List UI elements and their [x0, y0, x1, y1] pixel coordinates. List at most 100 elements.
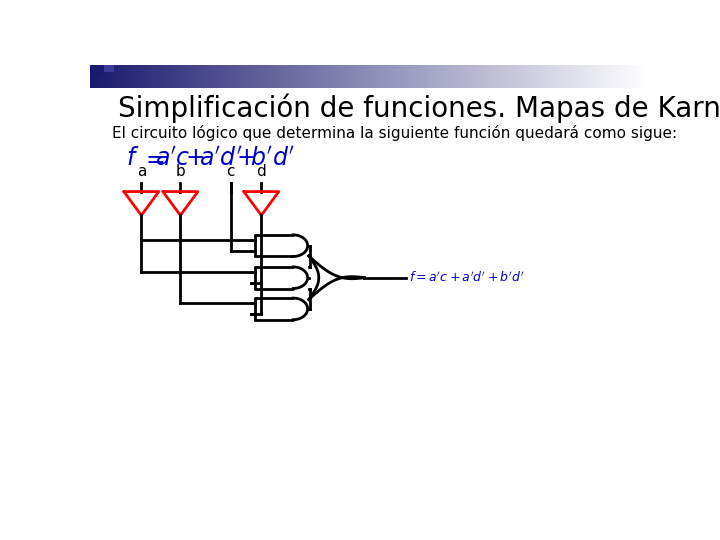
- Bar: [383, 65, 386, 87]
- Bar: [199, 65, 202, 87]
- Bar: [364, 65, 366, 87]
- Bar: [166, 65, 168, 87]
- Bar: [310, 65, 313, 87]
- Text: b: b: [176, 164, 185, 179]
- Bar: [107, 65, 109, 87]
- Bar: [526, 65, 528, 87]
- Bar: [249, 65, 252, 87]
- Bar: [453, 65, 456, 87]
- Bar: [330, 65, 333, 87]
- Bar: [615, 65, 617, 87]
- Bar: [129, 65, 132, 87]
- Bar: [372, 65, 374, 87]
- Bar: [319, 65, 322, 87]
- Text: $\mathit{a'c}$: $\mathit{a'c}$: [156, 146, 191, 170]
- Bar: [255, 65, 258, 87]
- Bar: [550, 65, 553, 87]
- Bar: [174, 65, 176, 87]
- Bar: [135, 65, 138, 87]
- Bar: [252, 65, 255, 87]
- Bar: [626, 65, 629, 87]
- Bar: [285, 65, 288, 87]
- Bar: [101, 65, 104, 87]
- Bar: [634, 65, 636, 87]
- Bar: [486, 65, 489, 87]
- Bar: [536, 65, 539, 87]
- Bar: [570, 65, 572, 87]
- Bar: [297, 65, 300, 87]
- Bar: [581, 65, 584, 87]
- Bar: [338, 65, 341, 87]
- Bar: [269, 65, 271, 87]
- Bar: [193, 65, 196, 87]
- Bar: [389, 65, 392, 87]
- Bar: [467, 65, 469, 87]
- Bar: [157, 65, 160, 87]
- Text: a: a: [137, 164, 146, 179]
- Bar: [313, 65, 316, 87]
- Bar: [478, 65, 481, 87]
- Bar: [230, 65, 233, 87]
- Bar: [243, 65, 246, 87]
- Bar: [645, 65, 648, 87]
- Bar: [349, 65, 352, 87]
- Bar: [288, 65, 291, 87]
- Bar: [148, 65, 151, 87]
- Bar: [302, 65, 305, 87]
- Bar: [366, 65, 369, 87]
- Bar: [224, 65, 227, 87]
- Bar: [358, 65, 361, 87]
- Bar: [528, 65, 531, 87]
- Bar: [361, 65, 364, 87]
- Text: El circuito lógico que determina la siguiente función quedará como sigue:: El circuito lógico que determina la sigu…: [112, 125, 678, 141]
- Bar: [213, 65, 215, 87]
- Bar: [121, 65, 124, 87]
- Bar: [238, 65, 240, 87]
- Bar: [503, 65, 505, 87]
- Bar: [464, 65, 467, 87]
- Bar: [556, 65, 559, 87]
- Bar: [182, 65, 185, 87]
- Bar: [93, 65, 96, 87]
- Bar: [112, 65, 115, 87]
- Bar: [425, 65, 428, 87]
- Bar: [400, 65, 402, 87]
- Bar: [639, 65, 642, 87]
- Bar: [188, 65, 190, 87]
- Bar: [547, 65, 550, 87]
- Bar: [405, 65, 408, 87]
- Bar: [492, 65, 495, 87]
- Bar: [386, 65, 389, 87]
- Bar: [109, 65, 112, 87]
- Bar: [305, 65, 307, 87]
- Bar: [104, 65, 114, 72]
- Bar: [196, 65, 199, 87]
- Bar: [151, 65, 154, 87]
- Bar: [336, 65, 338, 87]
- Bar: [369, 65, 372, 87]
- Bar: [593, 65, 595, 87]
- Bar: [246, 65, 249, 87]
- Bar: [99, 65, 101, 87]
- Bar: [620, 65, 623, 87]
- Bar: [266, 65, 269, 87]
- Bar: [444, 65, 447, 87]
- Bar: [531, 65, 534, 87]
- Bar: [324, 65, 327, 87]
- Bar: [459, 65, 461, 87]
- Bar: [90, 65, 104, 75]
- Bar: [508, 65, 511, 87]
- Bar: [539, 65, 542, 87]
- Text: $=$: $=$: [141, 146, 165, 170]
- Bar: [380, 65, 383, 87]
- Text: Simplificación de funciones. Mapas de Karnaugh.: Simplificación de funciones. Mapas de Ka…: [118, 94, 720, 123]
- Bar: [617, 65, 620, 87]
- Bar: [96, 65, 99, 87]
- Bar: [163, 65, 166, 87]
- Bar: [143, 65, 145, 87]
- Bar: [562, 65, 564, 87]
- Bar: [322, 65, 324, 87]
- Bar: [294, 65, 297, 87]
- Bar: [240, 65, 243, 87]
- Bar: [411, 65, 413, 87]
